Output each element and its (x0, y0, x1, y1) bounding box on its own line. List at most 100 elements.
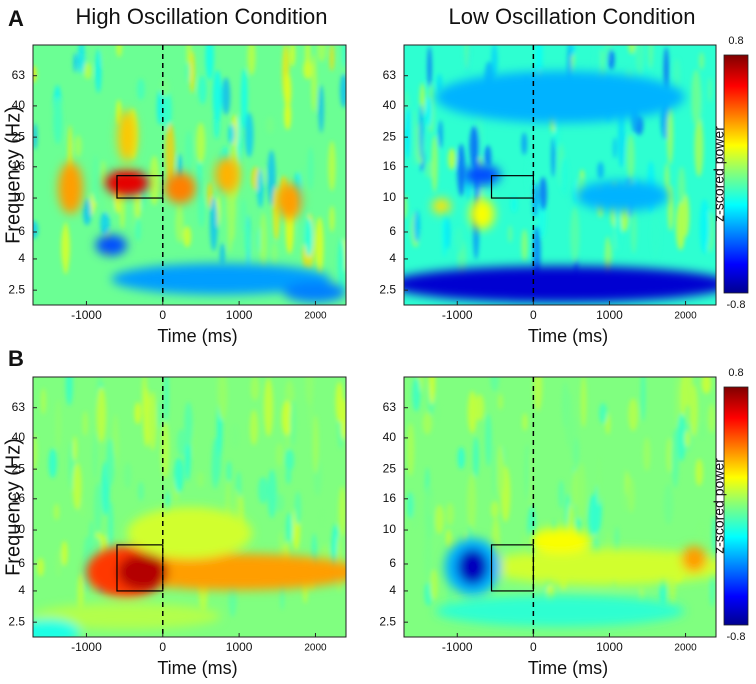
y-tick-label: 2.5 (8, 614, 25, 628)
texture-streak (244, 224, 250, 254)
texture-streak (78, 500, 87, 517)
texture-streak (560, 157, 569, 196)
texture-streak (33, 65, 37, 83)
texture-streak (508, 225, 513, 243)
texture-streak (573, 437, 580, 467)
texture-blob (111, 263, 331, 295)
x-tick-label: 1000 (226, 640, 253, 654)
texture-streak (521, 229, 528, 262)
heatmap-texture (33, 507, 346, 637)
texture-streak (447, 148, 456, 170)
texture-streak (93, 482, 102, 534)
texture-streak (55, 399, 62, 450)
texture-streak (571, 468, 579, 508)
x-axis-label: Time (ms) (157, 326, 237, 346)
texture-streak (521, 132, 528, 155)
texture-streak (473, 436, 479, 478)
texture-streak (77, 573, 84, 612)
texture-streak (428, 377, 436, 405)
texture-streak (116, 45, 122, 57)
texture-streak (425, 97, 432, 127)
texture-streak (694, 117, 704, 177)
y-axis-label: Frequency (Hz) (2, 106, 24, 244)
colorbar-tick-label: 0.8 (728, 367, 743, 379)
y-tick-label: 4 (389, 251, 396, 265)
panel-title: Low Oscillation Condition (448, 4, 695, 29)
texture-streak (558, 480, 565, 509)
heatmap (33, 377, 346, 637)
texture-streak (643, 437, 651, 472)
texture-streak (275, 442, 284, 467)
texture-streak (257, 476, 268, 504)
texture-streak (312, 414, 319, 474)
heatmap (404, 45, 716, 305)
y-tick-label: 40 (383, 430, 397, 444)
texture-streak (651, 210, 660, 259)
texture-streak (455, 227, 464, 253)
texture-blob (33, 618, 80, 637)
y-tick-label: 25 (383, 129, 397, 143)
panel-label: B (8, 346, 24, 371)
plot-frame (32, 44, 347, 306)
texture-streak (55, 549, 62, 578)
x-tick-label: -1000 (71, 308, 102, 322)
colorbar (723, 386, 749, 626)
texture-streak (226, 460, 232, 482)
texture-streak (605, 412, 611, 435)
texture-streak (695, 458, 703, 487)
texture-streak (498, 393, 503, 410)
texture-streak (74, 134, 82, 158)
texture-blob (432, 198, 451, 214)
texture-streak (227, 196, 233, 253)
texture-blob (435, 71, 685, 123)
texture-blob (463, 164, 501, 186)
texture-blob (117, 553, 168, 591)
texture-blob (457, 548, 489, 585)
y-tick-label: 16 (383, 491, 397, 505)
texture-streak (445, 529, 452, 548)
texture-streak (217, 377, 228, 421)
texture-streak (457, 446, 465, 470)
texture-streak (192, 423, 197, 458)
texture-streak (492, 444, 498, 496)
texture-blob (126, 507, 253, 559)
texture-streak (209, 197, 218, 252)
x-tick-label: 0 (530, 640, 537, 654)
heatmap (404, 377, 716, 637)
texture-streak (608, 244, 613, 267)
texture-streak (412, 377, 421, 412)
texture-streak (249, 409, 259, 446)
x-tick-label: 2000 (674, 643, 697, 654)
texture-streak (165, 123, 175, 183)
texture-streak (446, 502, 454, 526)
texture-streak (406, 491, 414, 519)
texture-streak (164, 377, 169, 424)
texture-streak (667, 185, 674, 232)
texture-streak (92, 432, 98, 481)
texture-streak (428, 494, 434, 517)
texture-streak (335, 381, 344, 423)
texture-streak (339, 73, 346, 108)
x-tick-label: -1000 (442, 308, 473, 322)
texture-streak (283, 72, 292, 109)
y-axis-label: Frequency (Hz) (2, 438, 24, 576)
y-tick-label: 6 (18, 224, 25, 238)
x-axis-label: Time (ms) (528, 326, 608, 346)
texture-blob (214, 156, 240, 194)
texture-streak (484, 145, 492, 167)
texture-blob (404, 266, 716, 303)
texture-streak (230, 423, 241, 449)
texture-blob (95, 234, 127, 256)
texture-streak (614, 205, 621, 252)
texture-streak (317, 506, 327, 530)
texture-streak (337, 237, 346, 292)
x-tick-label: 2000 (674, 311, 697, 322)
colorbar (723, 54, 749, 294)
x-tick-label: 2000 (304, 311, 327, 322)
texture-streak (551, 137, 556, 178)
texture-streak (136, 78, 145, 100)
texture-streak (183, 225, 192, 248)
texture-streak (434, 504, 445, 535)
